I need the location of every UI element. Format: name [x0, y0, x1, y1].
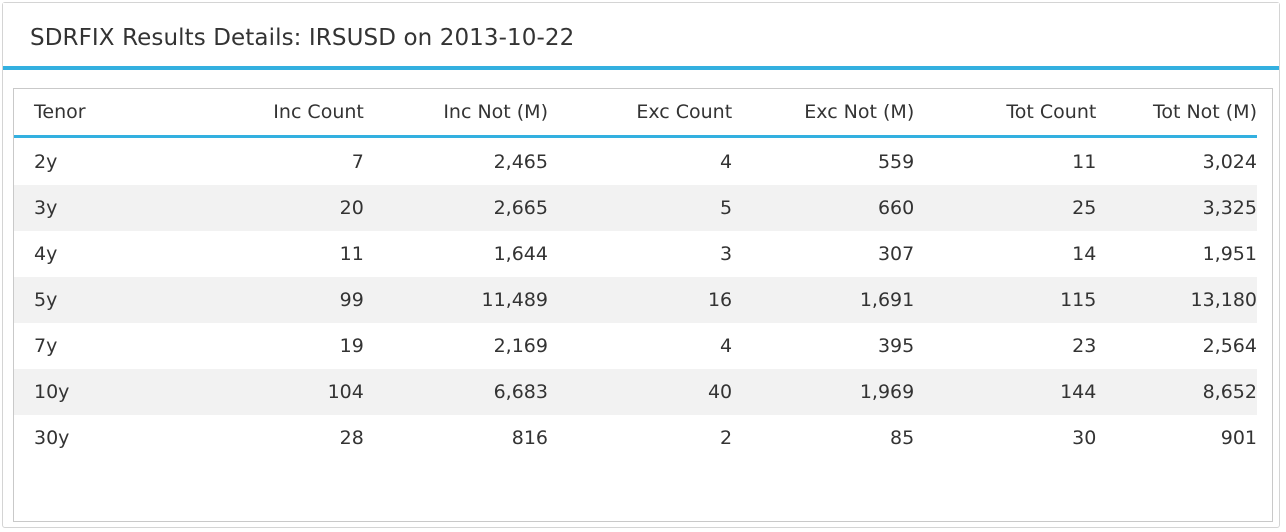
- cell-exc-count: 3: [720, 243, 733, 265]
- cell-inc-not: 2,665: [363, 185, 548, 231]
- cell-tot-not: 901: [1220, 427, 1257, 449]
- cell-tot-count: 25: [914, 185, 1097, 231]
- cell-tot-count: 11: [1072, 150, 1097, 173]
- cell-tot-count: 115: [914, 277, 1097, 323]
- table-row: 30y 28 816 2 85 30 901: [14, 415, 1257, 461]
- cell-inc-not: 6,683: [363, 369, 548, 415]
- column-header-tot-count[interactable]: Tot Count: [914, 89, 1097, 138]
- cell-inc-count: 11: [339, 243, 364, 265]
- cell-tot-not: 1,951: [1202, 243, 1257, 265]
- cell-exc-count: 5: [548, 185, 733, 231]
- column-header-exc-not[interactable]: Exc Not (M): [732, 89, 915, 138]
- cell-tot-not: 3,024: [1202, 150, 1257, 173]
- cell-tenor: 5y: [14, 277, 199, 323]
- cell-inc-not: 2,465: [493, 150, 548, 173]
- cell-tot-count: 14: [1072, 243, 1097, 265]
- column-header-tot-not[interactable]: Tot Not (M): [1096, 89, 1257, 138]
- column-header-tenor[interactable]: Tenor: [14, 89, 199, 138]
- cell-exc-count: 4: [720, 335, 733, 357]
- cell-tot-not: 8,652: [1096, 369, 1257, 415]
- cell-inc-count: 20: [198, 185, 364, 231]
- cell-exc-count: 4: [720, 150, 733, 173]
- column-header-inc-not[interactable]: Inc Not (M): [363, 89, 548, 138]
- table-row: 3y 20 2,665 5 660 25 3,325: [14, 185, 1257, 231]
- cell-exc-not: 1,691: [732, 277, 915, 323]
- cell-tot-not: 13,180: [1096, 277, 1257, 323]
- results-table: Tenor Inc Count Inc Not (M) Exc Count Ex…: [14, 89, 1257, 461]
- table-row: 7y 19 2,169 4 395 23 2,564: [14, 323, 1257, 369]
- cell-tenor: 10y: [14, 369, 199, 415]
- cell-tot-count: 30: [1072, 427, 1097, 449]
- table-row: 4y 11 1,644 3 307 14 1,951: [14, 231, 1257, 277]
- results-table-container: Tenor Inc Count Inc Not (M) Exc Count Ex…: [13, 88, 1273, 522]
- cell-exc-not: 307: [877, 243, 915, 265]
- cell-inc-count: 99: [198, 277, 364, 323]
- cell-inc-not: 816: [511, 427, 548, 449]
- table-row: 2y 7 2,465 4 559 11 3,024: [14, 137, 1257, 186]
- cell-inc-not: 11,489: [363, 277, 548, 323]
- table-row: 10y 104 6,683 40 1,969 144 8,652: [14, 369, 1257, 415]
- cell-tot-count: 144: [914, 369, 1097, 415]
- cell-inc-not: 2,169: [493, 335, 548, 357]
- cell-tenor: 2y: [34, 150, 58, 173]
- cell-tot-not: 3,325: [1096, 185, 1257, 231]
- panel-title: SDRFIX Results Details: IRSUSD on 2013-1…: [30, 25, 575, 51]
- cell-exc-not: 85: [890, 427, 915, 449]
- cell-exc-count: 16: [548, 277, 733, 323]
- panel-header: SDRFIX Results Details: IRSUSD on 2013-1…: [3, 3, 1279, 70]
- cell-tenor: 7y: [34, 335, 58, 357]
- cell-inc-count: 7: [351, 150, 364, 173]
- cell-inc-count: 28: [339, 427, 364, 449]
- table-header-row: Tenor Inc Count Inc Not (M) Exc Count Ex…: [14, 89, 1257, 138]
- table-row: 5y 99 11,489 16 1,691 115 13,180: [14, 277, 1257, 323]
- cell-exc-count: 2: [720, 427, 733, 449]
- cell-tot-count: 23: [1072, 335, 1097, 357]
- cell-tenor: 30y: [34, 427, 70, 449]
- cell-inc-count: 104: [198, 369, 364, 415]
- cell-exc-count: 40: [548, 369, 733, 415]
- cell-tot-not: 2,564: [1202, 335, 1257, 357]
- cell-exc-not: 660: [732, 185, 915, 231]
- cell-tenor: 4y: [34, 243, 58, 265]
- cell-exc-not: 395: [877, 335, 915, 357]
- cell-exc-not: 1,969: [732, 369, 915, 415]
- cell-inc-count: 19: [339, 335, 364, 357]
- cell-exc-not: 559: [877, 150, 915, 173]
- cell-tenor: 3y: [14, 185, 199, 231]
- column-header-inc-count[interactable]: Inc Count: [198, 89, 364, 138]
- column-header-exc-count[interactable]: Exc Count: [548, 89, 733, 138]
- cell-inc-not: 1,644: [493, 243, 548, 265]
